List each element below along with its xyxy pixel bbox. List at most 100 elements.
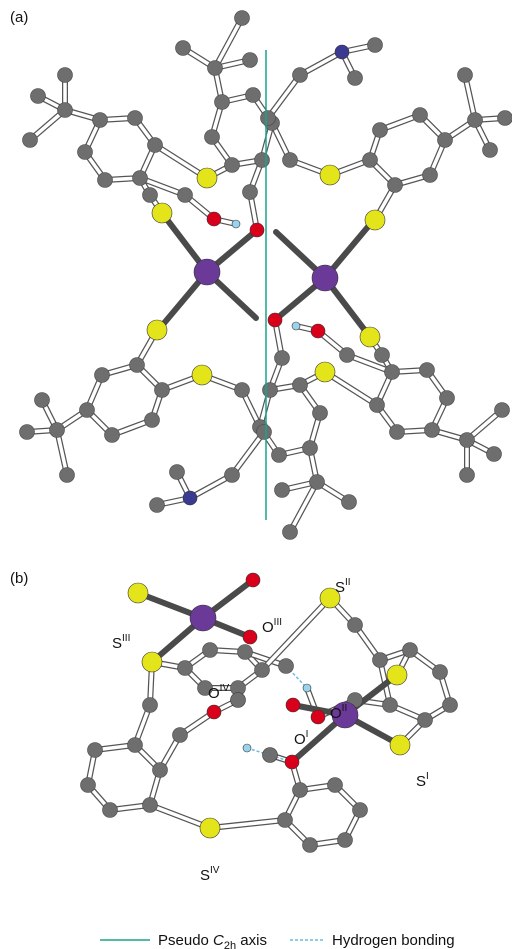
atom-carbon (150, 498, 165, 513)
atom-carbon (105, 428, 120, 443)
atom-carbon (293, 783, 308, 798)
atom (303, 684, 311, 692)
atom-carbon (423, 168, 438, 183)
atom-carbon (278, 813, 293, 828)
atom-carbon (283, 153, 298, 168)
atom (232, 220, 240, 228)
atom-carbon (328, 778, 343, 793)
atom-carbon (143, 698, 158, 713)
atom-carbon (342, 495, 357, 510)
legend-entry: Pseudo C2h axis (158, 932, 267, 949)
atom-carbon (145, 413, 160, 428)
atom-label: SIII (112, 633, 130, 652)
atom-carbon (243, 185, 258, 200)
legend-text: axis (236, 932, 267, 949)
atom-carbon (50, 423, 65, 438)
atom-carbon (495, 403, 510, 418)
atom-carbon (176, 41, 191, 56)
atom-carbon (348, 618, 363, 633)
atom (360, 327, 380, 347)
atom-carbon (148, 138, 163, 153)
atom-carbon (143, 188, 158, 203)
atom-label: SIV (200, 865, 220, 884)
atom (128, 583, 148, 603)
atom (142, 652, 162, 672)
figure: (a) (b) SIIIOIIISIIOIIOIVOISISIV Pseudo … (0, 0, 512, 949)
atom-carbon (205, 130, 220, 145)
atom (390, 735, 410, 755)
atom-carbon (215, 95, 230, 110)
atom-carbon (368, 38, 383, 53)
atom-carbon (88, 743, 103, 758)
atom-carbon (403, 643, 418, 658)
atom (263, 748, 278, 763)
atom-carbon (246, 88, 261, 103)
atom-carbon (31, 89, 46, 104)
atom-index: I (426, 771, 429, 782)
atom (200, 818, 220, 838)
atom-element: O (294, 731, 306, 748)
atom-carbon (433, 665, 448, 680)
atom-element: S (200, 867, 210, 884)
atom-index: III (274, 617, 282, 628)
atom-carbon (35, 393, 50, 408)
atom-carbon (338, 833, 353, 848)
atom-carbon (487, 447, 502, 462)
atom-carbon (440, 391, 455, 406)
atom-carbon (235, 383, 250, 398)
panel-label: (b) (10, 570, 28, 587)
atom-carbon (58, 103, 73, 118)
atom (292, 322, 300, 330)
atom-carbon (370, 398, 385, 413)
atom (285, 755, 299, 769)
atom (387, 665, 407, 685)
legend-text: Hydrogen bonding (332, 932, 455, 949)
atom (286, 698, 300, 712)
atom-carbon (373, 123, 388, 138)
atom (192, 365, 212, 385)
atom (268, 313, 282, 327)
atom-carbon (257, 425, 272, 440)
atom-element: S (335, 579, 345, 596)
atom-carbon (458, 68, 473, 83)
atom-carbon (303, 441, 318, 456)
atom-element: S (112, 635, 122, 652)
atom-carbon (279, 659, 294, 674)
atom-label: OIII (262, 617, 282, 636)
atom (246, 573, 260, 587)
atom-index: II (342, 703, 348, 714)
atom-carbon (375, 348, 390, 363)
atom-carbon (460, 433, 475, 448)
atom-carbon (173, 728, 188, 743)
atom-carbon (178, 188, 193, 203)
atom-carbon (390, 425, 405, 440)
atom-carbon (293, 68, 308, 83)
atom-labels: SIIIOIIISIIOIIOIVOISISIV (112, 577, 429, 884)
atom-carbon (293, 378, 308, 393)
atom (311, 710, 325, 724)
atom-element: O (262, 619, 274, 636)
atom (315, 362, 335, 382)
atom-carbon (383, 698, 398, 713)
atom-index: I (306, 729, 309, 740)
atom-index: II (345, 577, 351, 588)
atom-carbon (93, 113, 108, 128)
atom (194, 259, 220, 285)
atom-carbon (303, 838, 318, 853)
atom-carbon (348, 71, 363, 86)
atom (312, 265, 338, 291)
atom-carbon (208, 61, 223, 76)
atom-carbon (98, 173, 113, 188)
atom-carbon (413, 108, 428, 123)
atom (311, 324, 325, 338)
atom (231, 693, 246, 708)
atom-carbon (373, 653, 388, 668)
atom-carbon (235, 11, 250, 26)
atom-label: OI (294, 729, 308, 748)
atom-carbon (153, 763, 168, 778)
legend-text: Pseudo (158, 932, 213, 949)
atom-carbon (272, 448, 287, 463)
atom-carbon (310, 475, 325, 490)
atom-carbon (170, 465, 185, 480)
atom (197, 168, 217, 188)
